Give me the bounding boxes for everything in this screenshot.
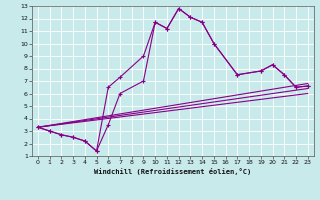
- X-axis label: Windchill (Refroidissement éolien,°C): Windchill (Refroidissement éolien,°C): [94, 168, 252, 175]
